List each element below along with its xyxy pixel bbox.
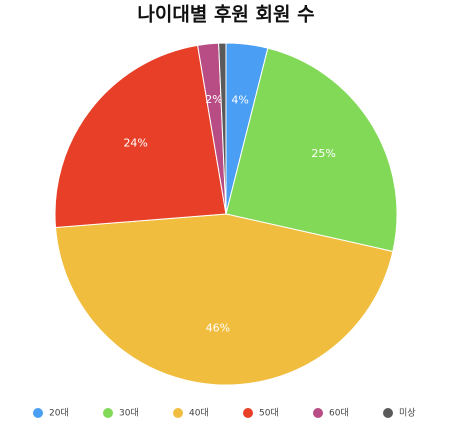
legend-marker <box>33 408 43 418</box>
slice-label: 2% <box>205 93 222 106</box>
legend-label: 미상 <box>399 408 416 419</box>
chart-title: 나이대별 후원 회원 수 <box>137 4 314 26</box>
legend-label: 30대 <box>119 408 139 419</box>
pie-slice <box>225 47 398 253</box>
legend-marker <box>243 408 253 418</box>
pie-slice <box>54 213 394 386</box>
pie-slice <box>54 44 227 228</box>
legend-label: 20대 <box>49 408 69 419</box>
legend-label: 40대 <box>189 408 209 419</box>
legend-marker <box>173 408 183 418</box>
slice-label: 4% <box>231 93 248 106</box>
legend-marker <box>313 408 323 418</box>
legend-marker <box>103 408 113 418</box>
legend-label: 60대 <box>329 408 349 419</box>
pie-slice <box>218 42 227 215</box>
legend-marker <box>383 408 393 418</box>
legend-label: 50대 <box>259 408 279 419</box>
slice-label: 46% <box>206 321 230 334</box>
slice-label: 25% <box>311 147 335 160</box>
slice-label: 24% <box>123 137 147 150</box>
